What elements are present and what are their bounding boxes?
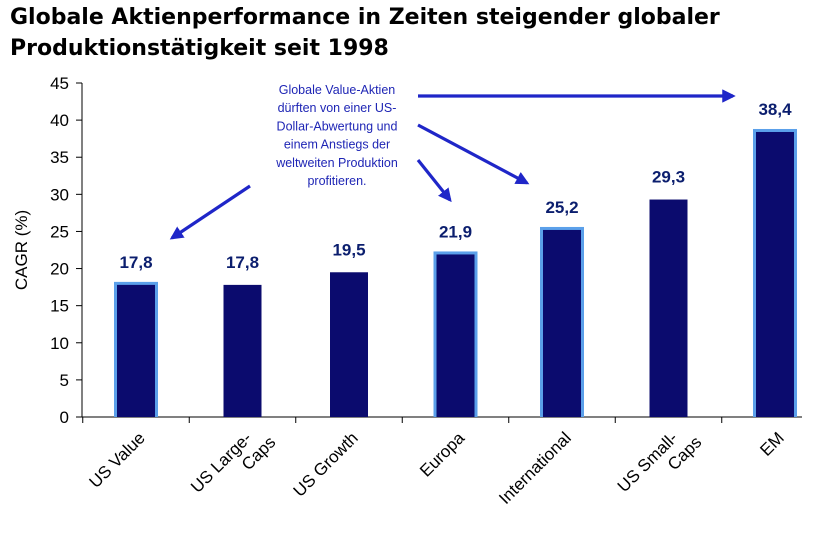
value-label: 17,8 [119, 253, 152, 272]
category-label-line: US Value [85, 428, 148, 491]
value-label: 38,4 [758, 100, 792, 119]
category-label: International [495, 428, 575, 508]
y-tick-label: 15 [50, 297, 69, 316]
bar [436, 254, 475, 417]
category-label-line: US Growth [290, 428, 362, 500]
annotation-text-line: einem Anstiegs der [284, 138, 390, 152]
value-label: 29,3 [652, 168, 685, 187]
value-label: 19,5 [332, 240, 365, 259]
value-label: 17,8 [226, 253, 259, 272]
y-tick-label: 0 [60, 408, 69, 427]
bar [223, 284, 262, 417]
annotation-text-line: weltweiten Produktion [275, 156, 398, 170]
annotation-arrow [417, 123, 530, 185]
y-tick-label: 20 [50, 260, 69, 279]
category-label: US Large-Caps [187, 418, 279, 510]
y-tick-label: 10 [50, 334, 69, 353]
annotation-arrow [169, 184, 251, 240]
category-label: US Value [85, 428, 148, 491]
y-tick-label: 30 [50, 185, 69, 204]
bars [114, 128, 797, 417]
bar [649, 199, 688, 417]
category-label-line: EM [756, 428, 787, 459]
bar [117, 284, 155, 417]
annotation-text-line: Globale Value-Aktien [279, 83, 396, 97]
y-tick-label: 45 [50, 74, 69, 93]
category-label: US Growth [290, 428, 362, 500]
value-label: 25,2 [545, 198, 578, 217]
y-tick-label: 5 [60, 371, 69, 390]
category-label: US Small-Caps [614, 418, 706, 510]
category-label-line: International [495, 428, 575, 508]
chart-title-line-1: Globale Aktienperformance in Zeiten stei… [10, 5, 720, 30]
annotation-arrow [416, 159, 452, 203]
category-label: EM [756, 428, 787, 459]
chart-title: Globale Aktienperformance in Zeiten stei… [10, 2, 816, 64]
y-axis-label: CAGR (%) [12, 210, 31, 290]
bar [330, 272, 368, 417]
annotation-text-line: profitieren. [307, 174, 366, 188]
bar [756, 131, 794, 417]
annotation: Globale Value-Aktien dürften von einer US… [169, 83, 736, 240]
y-tick-label: 35 [50, 148, 69, 167]
value-labels: 17,8 17,8 19,5 21,9 25,2 29,3 38,4 [119, 100, 792, 272]
value-label: 21,9 [439, 222, 472, 241]
annotation-text-line: Dollar-Abwertung und [277, 119, 398, 133]
category-label: Europa [416, 428, 469, 481]
category-labels: US Value US Large-Caps US Growth Europa Inte… [85, 418, 787, 510]
bar [543, 229, 581, 417]
y-tick-label: 40 [50, 111, 69, 130]
category-label-line: Europa [416, 428, 469, 481]
axes: 0 5 10 15 20 25 30 35 40 45 CAGR (%) [12, 74, 802, 427]
y-tick-label: 25 [50, 222, 69, 241]
chart-title-line-2: Produktionstätigkeit seit 1998 [10, 36, 389, 61]
annotation-text-line: dürften von einer US- [278, 101, 397, 115]
